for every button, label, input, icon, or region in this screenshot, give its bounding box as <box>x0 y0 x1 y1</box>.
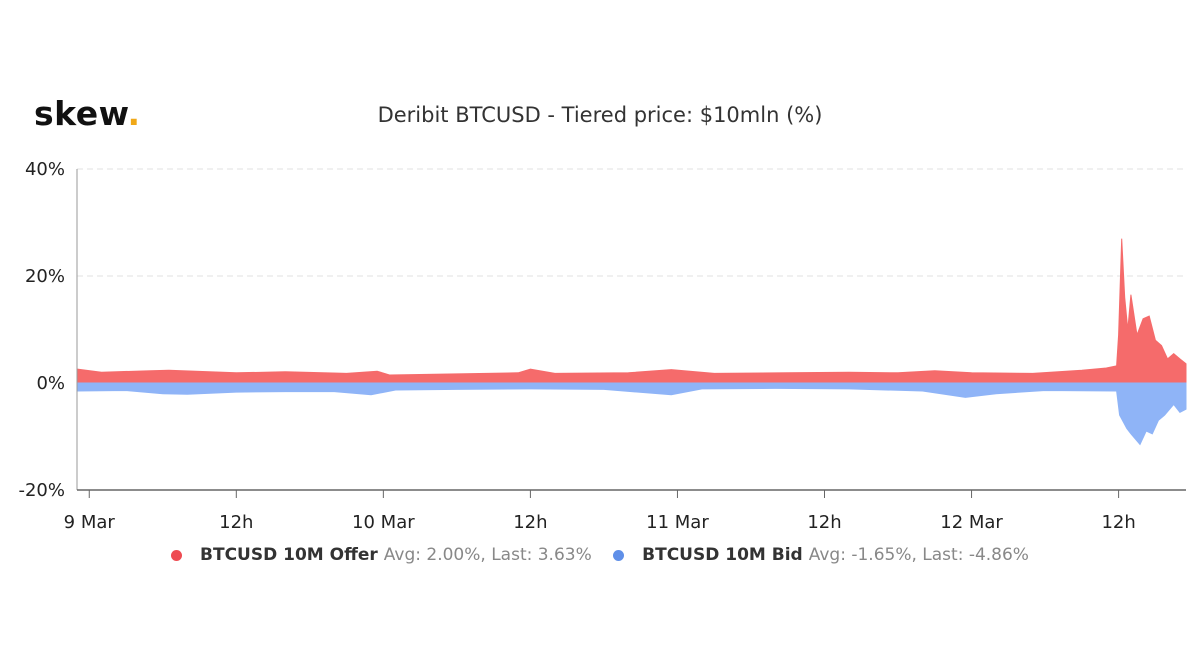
y-tick-label: 40% <box>25 159 65 180</box>
skew-logo: skew. <box>34 94 141 133</box>
x-tick-label: 9 Mar <box>64 512 116 533</box>
x-tick-label: 10 Mar <box>352 512 415 533</box>
x-tick-label: 12 Mar <box>940 512 1003 533</box>
legend-label-bid: BTCUSD 10M Bid <box>642 545 803 565</box>
legend-item-bid[interactable]: BTCUSD 10M Bid Avg: -1.65%, Last: -4.86% <box>613 545 1029 565</box>
legend-stats-bid: Avg: -1.65%, Last: -4.86% <box>808 545 1029 565</box>
series-area-bid <box>76 382 1187 446</box>
logo-dot: . <box>127 94 141 133</box>
series-area-offer <box>76 238 1187 384</box>
y-tick-label: 20% <box>25 266 65 287</box>
legend-swatch-bid <box>613 549 625 561</box>
x-tick-label: 11 Mar <box>646 512 709 533</box>
logo-text: skew <box>34 94 128 133</box>
legend-stats-offer: Avg: 2.00%, Last: 3.63% <box>383 545 592 565</box>
x-tick-label: 12h <box>807 512 841 533</box>
legend-swatch-offer <box>171 549 183 561</box>
y-tick-label: -20% <box>18 480 65 501</box>
legend-item-offer[interactable]: BTCUSD 10M Offer Avg: 2.00%, Last: 3.63% <box>171 545 592 565</box>
chart-title: Deribit BTCUSD - Tiered price: $10mln (%… <box>377 103 823 127</box>
legend: BTCUSD 10M Offer Avg: 2.00%, Last: 3.63%… <box>0 545 1200 566</box>
x-tick-label: 12h <box>219 512 253 533</box>
x-tick-label: 12h <box>1101 512 1135 533</box>
legend-label-offer: BTCUSD 10M Offer <box>200 545 378 565</box>
x-tick-label: 12h <box>513 512 547 533</box>
y-tick-label: 0% <box>36 373 65 394</box>
